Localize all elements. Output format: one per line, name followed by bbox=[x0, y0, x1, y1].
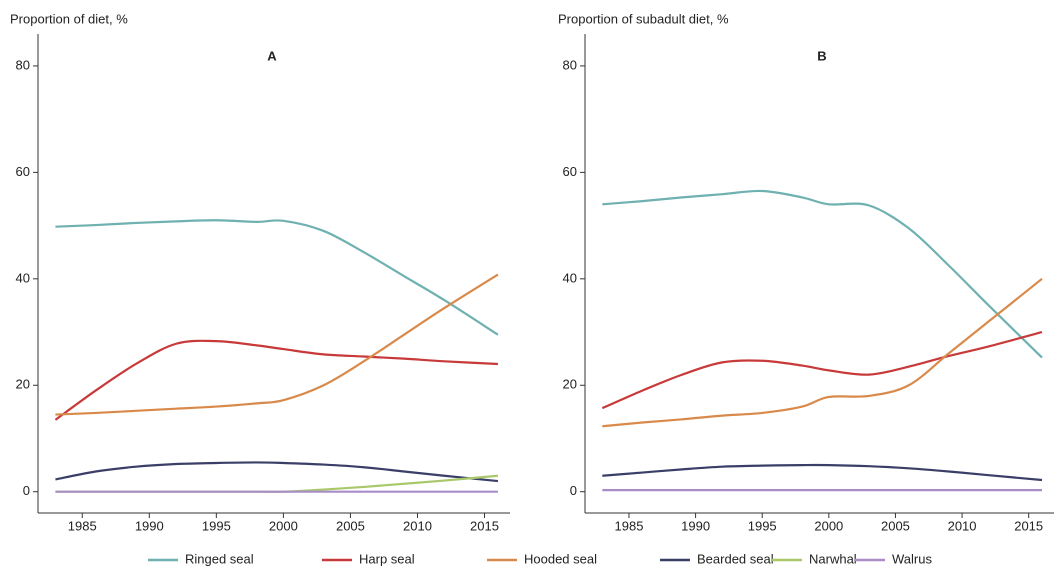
x-tick-label: 1995 bbox=[202, 518, 231, 533]
x-tick-label: 1990 bbox=[681, 518, 710, 533]
y-tick-label: 40 bbox=[563, 270, 577, 285]
x-tick-label: 2010 bbox=[403, 518, 432, 533]
y-tick-label: 80 bbox=[563, 57, 577, 72]
series-line bbox=[55, 461, 499, 483]
chart-title: A bbox=[267, 48, 277, 63]
y-tick-label: 0 bbox=[23, 483, 30, 498]
series-line bbox=[602, 277, 1043, 428]
y-tick-label: 80 bbox=[16, 57, 30, 72]
y-tick-label: 20 bbox=[563, 377, 577, 392]
x-tick-label: 2010 bbox=[948, 518, 977, 533]
x-tick-label: 2000 bbox=[814, 518, 843, 533]
chart-title: B bbox=[817, 48, 826, 63]
legend-label: Harp seal bbox=[359, 551, 415, 566]
x-tick-label: 2005 bbox=[881, 518, 910, 533]
series-line bbox=[55, 273, 499, 416]
x-tick-label: 2005 bbox=[336, 518, 365, 533]
x-tick-label: 1985 bbox=[615, 518, 644, 533]
y-axis-label: Proportion of subadult diet, % bbox=[558, 11, 729, 26]
series-line bbox=[602, 189, 1043, 359]
y-axis-label: Proportion of diet, % bbox=[10, 11, 128, 26]
series-line bbox=[601, 330, 1043, 410]
series-line bbox=[54, 339, 498, 421]
x-tick-label: 2000 bbox=[269, 518, 298, 533]
x-tick-label: 2015 bbox=[1014, 518, 1043, 533]
legend-label: Walrus bbox=[892, 551, 932, 566]
y-tick-label: 60 bbox=[16, 164, 30, 179]
x-tick-label: 2015 bbox=[470, 518, 499, 533]
series-line bbox=[602, 463, 1043, 482]
y-tick-label: 40 bbox=[16, 270, 30, 285]
y-tick-label: 20 bbox=[16, 377, 30, 392]
legend-label: Hooded seal bbox=[524, 551, 597, 566]
y-tick-label: 0 bbox=[570, 483, 577, 498]
x-tick-label: 1990 bbox=[135, 518, 164, 533]
legend-label: Bearded seal bbox=[697, 551, 774, 566]
legend-label: Narwhal bbox=[809, 551, 857, 566]
series-line bbox=[55, 474, 499, 493]
x-tick-label: 1985 bbox=[68, 518, 97, 533]
x-tick-label: 1995 bbox=[748, 518, 777, 533]
y-tick-label: 60 bbox=[563, 164, 577, 179]
legend-label: Ringed seal bbox=[185, 551, 254, 566]
series-line bbox=[55, 219, 499, 336]
